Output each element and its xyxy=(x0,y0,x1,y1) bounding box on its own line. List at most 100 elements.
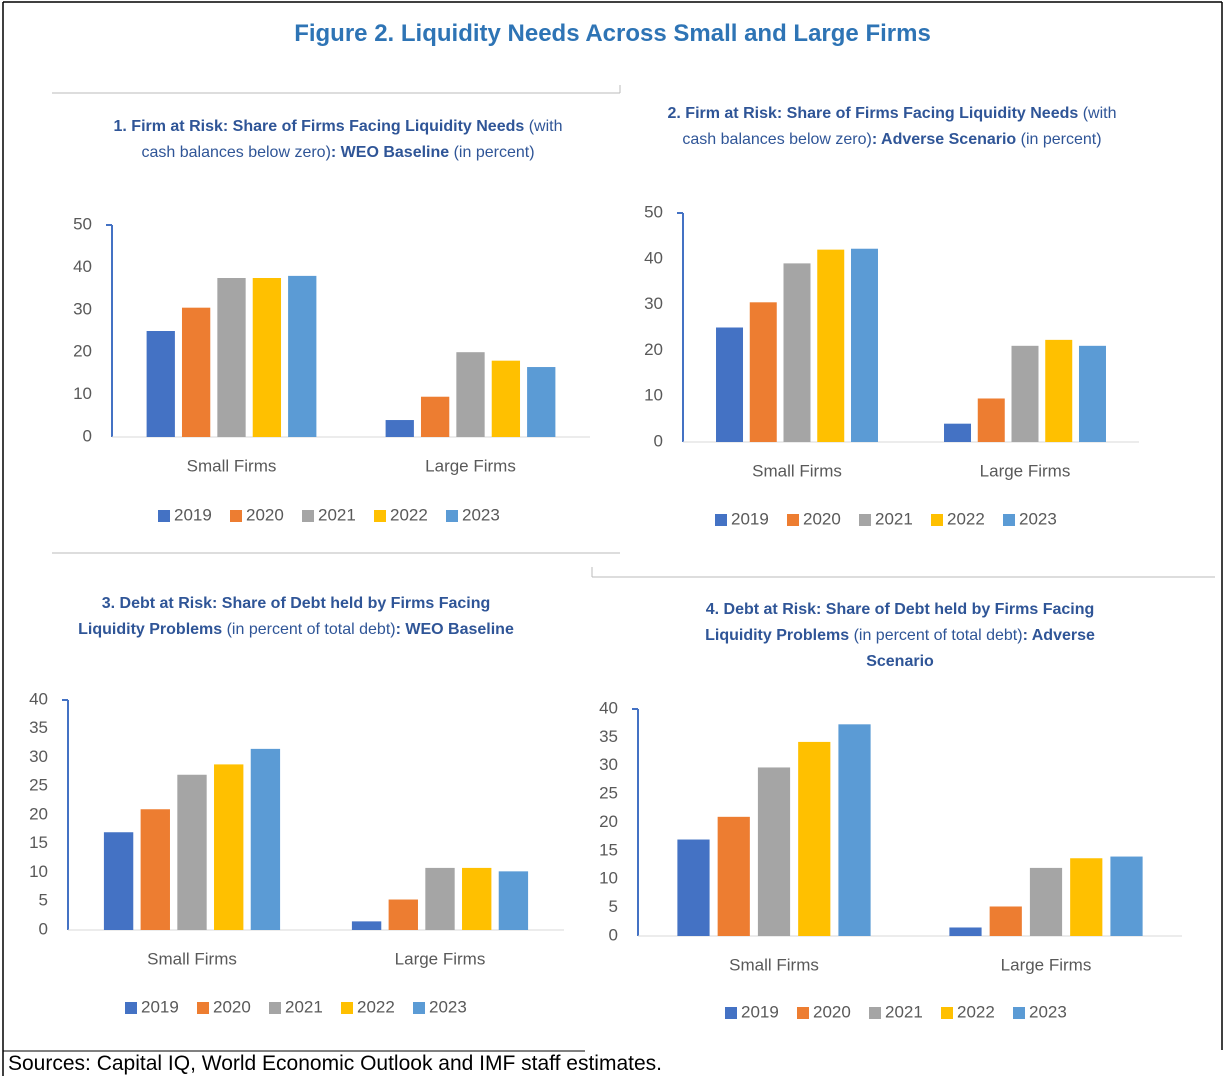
y-tick-label: 35 xyxy=(599,727,618,746)
chart-title-part: (in percent) xyxy=(449,144,535,161)
chart-title-part: 4. Debt at Risk: Share of Debt held by F… xyxy=(705,601,1095,644)
bar xyxy=(817,249,845,442)
legend-swatch xyxy=(341,1002,353,1014)
bar xyxy=(1078,345,1106,442)
bar xyxy=(677,839,710,936)
legend-label: 2023 xyxy=(462,505,500,524)
y-tick-label: 40 xyxy=(29,689,48,708)
legend-swatch xyxy=(302,510,314,522)
chart-title-part: (in percent) xyxy=(1016,131,1102,148)
legend-swatch xyxy=(931,514,943,526)
bar xyxy=(146,331,175,437)
x-tick-label: Small Firms xyxy=(147,949,237,968)
chart-title-part: 3. Debt at Risk: Share of Debt held by F… xyxy=(78,595,491,638)
legend-label: 2020 xyxy=(803,509,841,528)
chart-title: 2. Firm at Risk: Share of Firms Facing L… xyxy=(667,101,1117,153)
bar xyxy=(288,275,317,437)
legend-label: 2023 xyxy=(1019,509,1057,528)
y-tick-label: 20 xyxy=(29,804,48,823)
y-tick-label: 20 xyxy=(644,340,663,359)
chart-title: 3. Debt at Risk: Share of Debt held by F… xyxy=(71,591,521,643)
bar xyxy=(456,352,485,437)
bar xyxy=(217,278,246,437)
bar xyxy=(351,921,382,930)
legend-label: 2022 xyxy=(357,997,395,1016)
chart-title-part: 2. Firm at Risk: Share of Firms Facing L… xyxy=(667,105,1079,122)
bar xyxy=(798,741,831,936)
y-tick-label: 5 xyxy=(609,897,618,916)
bar xyxy=(1045,339,1073,442)
y-tick-label: 0 xyxy=(654,431,663,450)
legend-swatch xyxy=(797,1007,809,1019)
legend-label: 2021 xyxy=(875,509,913,528)
figure-title: Figure 2. Liquidity Needs Across Small a… xyxy=(294,20,931,47)
y-tick-label: 40 xyxy=(73,257,92,276)
y-tick-label: 5 xyxy=(39,891,48,910)
bar xyxy=(977,398,1005,442)
bar xyxy=(388,899,418,930)
legend-swatch xyxy=(446,510,458,522)
legend-swatch xyxy=(269,1002,281,1014)
bar xyxy=(1029,867,1063,936)
legend-label: 2022 xyxy=(957,1002,995,1021)
y-tick-label: 10 xyxy=(73,384,92,403)
chart-title-part: (in percent of total debt) xyxy=(849,627,1023,644)
x-tick-label: Large Firms xyxy=(1001,955,1092,974)
legend-label: 2019 xyxy=(174,505,212,524)
y-tick-label: 50 xyxy=(73,214,92,233)
x-tick-label: Small Firms xyxy=(187,456,277,475)
y-tick-label: 50 xyxy=(644,202,663,221)
bar xyxy=(944,423,972,442)
chart-title: 4. Debt at Risk: Share of Debt held by F… xyxy=(675,597,1125,675)
chart-title-part: : WEO Baseline xyxy=(330,144,450,161)
bar xyxy=(103,832,134,930)
bar xyxy=(949,927,982,936)
legend-swatch xyxy=(859,514,871,526)
bar xyxy=(838,724,871,936)
legend-swatch xyxy=(715,514,727,526)
y-tick-label: 0 xyxy=(609,925,618,944)
bar xyxy=(1070,858,1103,936)
y-tick-label: 10 xyxy=(29,862,48,881)
bar xyxy=(252,278,282,437)
chart-title-part: 1. Firm at Risk: Share of Firms Facing L… xyxy=(113,118,525,135)
legend-swatch xyxy=(197,1002,209,1014)
bar xyxy=(757,767,791,936)
legend-label: 2020 xyxy=(213,997,251,1016)
bar xyxy=(989,906,1022,936)
legend-swatch xyxy=(787,514,799,526)
y-tick-label: 30 xyxy=(29,747,48,766)
x-tick-label: Large Firms xyxy=(980,461,1071,480)
chart-title-part: (with cash balances below zero) xyxy=(141,118,563,161)
x-tick-label: Large Firms xyxy=(395,949,486,968)
bar xyxy=(462,867,492,930)
x-tick-label: Large Firms xyxy=(425,456,516,475)
legend-label: 2020 xyxy=(813,1002,851,1021)
bar xyxy=(491,360,521,437)
bar xyxy=(425,867,455,930)
bar xyxy=(749,302,777,442)
bar xyxy=(527,367,556,437)
legend-swatch xyxy=(125,1002,137,1014)
x-tick-label: Small Firms xyxy=(752,461,842,480)
legend-swatch xyxy=(941,1007,953,1019)
bar xyxy=(385,420,414,437)
legend-swatch xyxy=(413,1002,425,1014)
chart-title: 1. Firm at Risk: Share of Firms Facing L… xyxy=(113,114,563,166)
legend-swatch xyxy=(1013,1007,1025,1019)
legend-label: 2023 xyxy=(429,997,467,1016)
legend-label: 2022 xyxy=(947,509,985,528)
y-tick-label: 10 xyxy=(644,386,663,405)
y-tick-label: 15 xyxy=(29,833,48,852)
legend-label: 2022 xyxy=(390,505,428,524)
legend-label: 2023 xyxy=(1029,1002,1067,1021)
legend-label: 2019 xyxy=(731,509,769,528)
y-tick-label: 30 xyxy=(599,755,618,774)
y-tick-label: 20 xyxy=(599,812,618,831)
legend-swatch xyxy=(869,1007,881,1019)
y-tick-label: 0 xyxy=(83,426,92,445)
y-tick-label: 40 xyxy=(644,248,663,267)
bar xyxy=(1110,856,1143,936)
